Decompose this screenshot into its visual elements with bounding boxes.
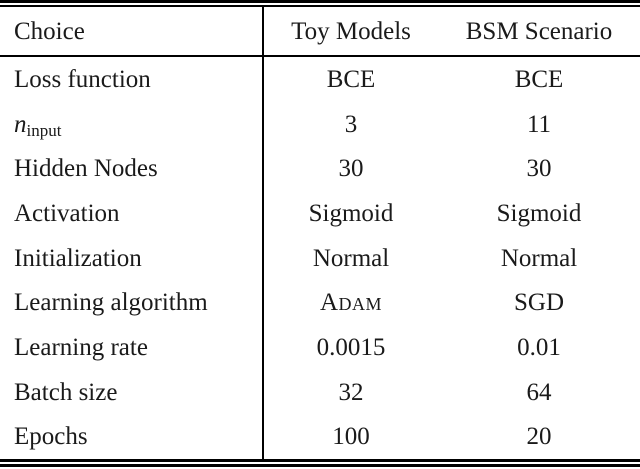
- row-label: Learning rate: [0, 325, 264, 370]
- bsm-value-text: 30: [526, 155, 552, 183]
- top-rule-inner: [0, 5, 640, 7]
- row-label: Loss function: [0, 57, 264, 102]
- bsm-scenario-value: 11: [438, 102, 640, 147]
- table-body: Loss function BCE BCE n input 3 11 Hidden…: [0, 57, 640, 460]
- toy-models-value: 32: [264, 370, 438, 415]
- table-row-batch-size: Batch size 32 64: [0, 369, 640, 415]
- top-rule-gap: [0, 3, 640, 5]
- row-label: Initialization: [0, 235, 264, 281]
- bsm-value-text: 64: [526, 378, 552, 406]
- toy-models-value: Adam: [264, 280, 438, 325]
- table-row-loss-function: Loss function BCE BCE: [0, 57, 640, 102]
- bottom-rule-outer: [0, 464, 640, 467]
- row-label-text: Epochs: [14, 423, 88, 451]
- bsm-value-text: BCE: [514, 65, 564, 93]
- bsm-scenario-value: 20: [438, 414, 640, 459]
- bsm-value-text: 11: [526, 110, 552, 138]
- table-header-row: Choice Toy Models BSM Scenario: [0, 7, 640, 57]
- toy-models-value: Normal: [264, 236, 438, 281]
- bsm-scenario-value: 30: [438, 146, 640, 191]
- bsm-scenario-value: Sigmoid: [438, 191, 640, 236]
- toy-models-value: BCE: [264, 57, 438, 102]
- header-cell-toy-models: Toy Models: [264, 7, 438, 55]
- bottom-rule-inner: [0, 459, 640, 462]
- table-row-learning-rate: Learning rate 0.0015 0.01: [0, 325, 640, 370]
- row-label-text: Loss function: [14, 65, 151, 93]
- table-row-hidden-nodes: Hidden Nodes 30 30: [0, 146, 640, 192]
- toy-value-text: Adam: [319, 289, 383, 317]
- row-label-text: Batch size: [14, 378, 118, 406]
- row-label: Epochs: [0, 414, 264, 460]
- row-label: n input: [0, 101, 264, 147]
- bsm-value-text: Normal: [500, 244, 578, 272]
- toy-value-text: 30: [338, 155, 364, 183]
- row-label: Activation: [0, 191, 264, 236]
- bsm-value-text: 0.01: [517, 333, 561, 361]
- bsm-scenario-value: BCE: [438, 57, 640, 102]
- toy-value-text: Sigmoid: [308, 199, 394, 227]
- row-label-text: Hidden Nodes: [14, 155, 158, 183]
- bsm-value-text: SGD: [513, 289, 564, 317]
- header-cell-bsm-scenario: BSM Scenario: [438, 7, 640, 55]
- toy-models-value: 100: [264, 414, 438, 459]
- row-label-text: Initialization: [14, 244, 142, 272]
- toy-value-text: 0.0015: [316, 333, 386, 361]
- bsm-value-text: Sigmoid: [496, 199, 582, 227]
- row-label-text: Activation: [14, 199, 120, 227]
- table-row-initialization: Initialization Normal Normal: [0, 235, 640, 281]
- toy-value-text: 32: [338, 378, 364, 406]
- toy-value-text: 3: [344, 110, 358, 138]
- row-label-text: Learning rate: [14, 333, 148, 361]
- row-label-text: Learning algorithm: [14, 289, 208, 317]
- header-toy-models-label: Toy Models: [291, 17, 411, 45]
- toy-value-text: Normal: [312, 244, 390, 272]
- toy-models-value: 30: [264, 146, 438, 191]
- header-cell-choice: Choice: [0, 7, 264, 55]
- header-choice-label: Choice: [14, 17, 85, 45]
- bsm-value-text: 20: [526, 423, 552, 451]
- row-label: Batch size: [0, 369, 264, 415]
- row-label: Learning algorithm: [0, 280, 264, 326]
- top-rule-outer: [0, 0, 640, 3]
- toy-models-value: Sigmoid: [264, 191, 438, 236]
- row-label: Hidden Nodes: [0, 146, 264, 192]
- bottom-rule-gap: [0, 462, 640, 464]
- bsm-scenario-value: 64: [438, 370, 640, 415]
- table-row-activation: Activation Sigmoid Sigmoid: [0, 191, 640, 236]
- header-bsm-scenario-label: BSM Scenario: [465, 17, 613, 45]
- toy-models-value: 0.0015: [264, 325, 438, 370]
- bsm-scenario-value: 0.01: [438, 325, 640, 370]
- toy-value-text: 100: [332, 423, 370, 451]
- ninput-subscript: input: [26, 120, 62, 140]
- bsm-scenario-value: SGD: [438, 280, 640, 325]
- bsm-scenario-value: Normal: [438, 236, 640, 281]
- table-row-n-input: n input 3 11: [0, 101, 640, 147]
- toy-value-text: BCE: [326, 65, 376, 93]
- toy-models-value: 3: [264, 102, 438, 147]
- ninput-symbol: n: [14, 110, 27, 138]
- table-row-learning-algorithm: Learning algorithm Adam SGD: [0, 280, 640, 326]
- table-row-epochs: Epochs 100 20: [0, 414, 640, 460]
- bottom-margin: [0, 467, 640, 469]
